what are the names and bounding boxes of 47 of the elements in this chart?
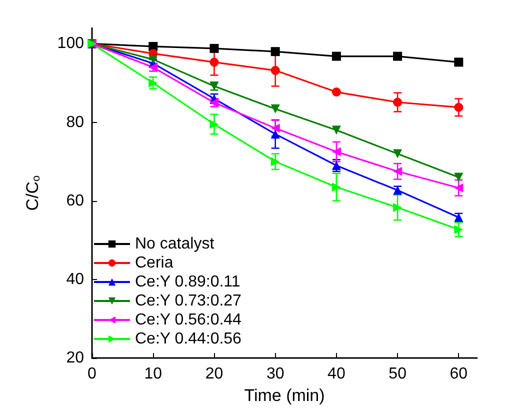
point [210, 120, 219, 129]
point [210, 44, 219, 53]
point [393, 166, 402, 176]
point [270, 124, 280, 133]
y-tick-label: 60 [66, 192, 84, 210]
y-tick-label: 100 [57, 35, 84, 52]
legend-label: Ce:Y 0.89:0.11 [135, 274, 240, 290]
y-tick-label: 20 [66, 350, 84, 366]
x-tick-label: 60 [450, 366, 468, 382]
point [270, 157, 280, 166]
legend-label: Ce:Y 0.73:0.27 [135, 292, 242, 310]
y-tick-label: 40 [66, 270, 84, 288]
point [332, 161, 341, 170]
point [393, 52, 402, 61]
point [454, 172, 464, 182]
x-tick-label: 10 [144, 366, 162, 382]
legend-label: Ce:Y 0.44:0.56 [135, 330, 242, 348]
y-axis-title: C/Co [23, 175, 42, 211]
legend-label: No catalyst [135, 236, 215, 252]
point [148, 54, 158, 64]
point [454, 225, 464, 234]
point [393, 149, 402, 158]
point [270, 104, 280, 114]
point [332, 182, 341, 192]
x-tick-label: 0 [88, 366, 97, 382]
y-tick-label: 80 [66, 114, 84, 131]
point [454, 58, 464, 67]
point [454, 183, 464, 192]
x-tick-label: 20 [205, 366, 224, 382]
point [393, 98, 402, 107]
point [332, 147, 341, 156]
x-tick-label: 30 [266, 366, 284, 382]
x-tick-label: 40 [328, 366, 346, 382]
point [332, 126, 341, 135]
point [148, 78, 158, 88]
point [454, 102, 464, 112]
point [393, 203, 402, 212]
legend-label: Ce:Y 0.56:0.44 [135, 312, 242, 328]
point [332, 88, 341, 97]
point [270, 66, 280, 75]
x-axis-title: Time (min) [244, 386, 325, 405]
point [270, 130, 280, 139]
legend-label: Ceria [135, 254, 174, 272]
point [210, 58, 219, 67]
x-tick-label: 50 [388, 366, 407, 382]
point [270, 47, 280, 56]
point [332, 52, 341, 61]
